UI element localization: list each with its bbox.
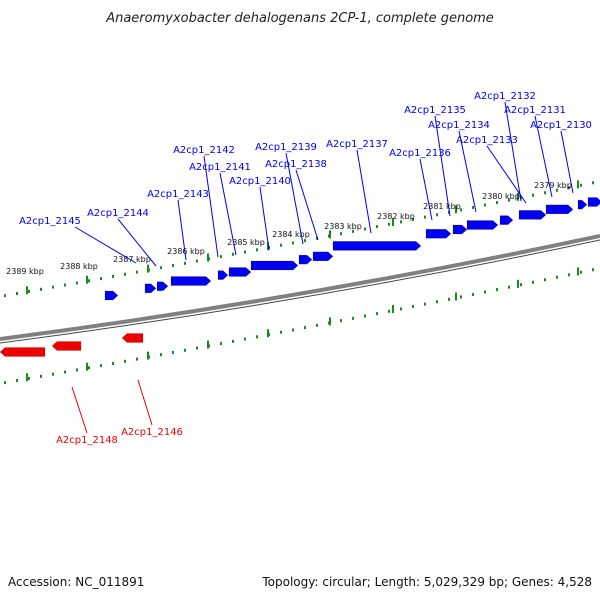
reverse-gene-arrow (51, 341, 82, 351)
scale-ticks: 2389 kbp 2388 kbp 2387 kbp 2386 kbp 2385 kbp… (4, 180, 594, 385)
backbone-shadow (0, 239, 600, 344)
forward-gene-leader (203, 155, 219, 258)
forward-gene-arrow (545, 204, 574, 215)
forward-gene-arrow (577, 199, 588, 210)
forward-gene-leader (177, 199, 187, 261)
gene-labels: A2cp1_2145 A2cp1_2144 A2cp1_2143 A2cp1_2142… (19, 91, 592, 446)
kbp-tick-label: 2385 kbp (227, 238, 265, 247)
genome-summary-text: Topology: circular; Length: 5,029,329 bp… (261, 575, 592, 589)
forward-gene-label: A2cp1_2134 (428, 120, 490, 131)
kbp-tick-label: 2379 kbp (534, 181, 572, 190)
forward-gene-leader (504, 101, 522, 202)
reverse-gene-leader (137, 379, 153, 426)
reverse-gene-leader (71, 386, 88, 434)
forward-gene-arrow (587, 197, 600, 207)
reverse-gene-arrow (0, 347, 46, 357)
forward-gene-arrow (217, 270, 229, 280)
kbp-tick-label: 2386 kbp (167, 247, 205, 256)
forward-gene-arrow (425, 229, 452, 239)
forward-gene-arrow (104, 290, 119, 301)
genome-backbone (0, 234, 600, 344)
forward-gene-label: A2cp1_2136 (389, 148, 451, 159)
kbp-tick-label: 2384 kbp (272, 230, 310, 239)
forward-gene-leader (356, 149, 372, 234)
gene-features (0, 197, 600, 357)
map-title: Anaeromyxobacter dehalogenans 2CP-1, com… (105, 11, 494, 26)
forward-gene-arrow (144, 283, 157, 294)
forward-gene-label: A2cp1_2130 (530, 120, 592, 131)
forward-gene-leader (560, 130, 574, 194)
forward-gene-label: A2cp1_2145 (19, 216, 81, 227)
kbp-tick-label: 2381 kbp (423, 202, 461, 211)
forward-gene-arrow (156, 281, 169, 292)
forward-gene-label: A2cp1_2137 (326, 139, 388, 150)
kbp-tick-label: 2383 kbp (324, 222, 362, 231)
forward-gene-leader (74, 226, 137, 264)
kbp-tick-label: 2389 kbp (6, 267, 44, 276)
forward-gene-label: A2cp1_2138 (265, 159, 327, 170)
forward-gene-label: A2cp1_2139 (255, 142, 317, 153)
forward-gene-leader (419, 158, 433, 221)
forward-gene-label: A2cp1_2141 (189, 162, 251, 173)
forward-gene-arrow (466, 220, 499, 230)
backbone-line (0, 234, 600, 341)
forward-gene-leader (117, 218, 157, 267)
forward-gene-label: A2cp1_2140 (229, 176, 291, 187)
forward-gene-arrow (499, 215, 514, 225)
accession-text: Accession: NC_011891 (8, 575, 144, 589)
forward-gene-arrow (312, 251, 334, 262)
forward-gene-leader (534, 115, 553, 198)
forward-gene-arrow (170, 276, 212, 286)
forward-gene-leader (285, 152, 304, 245)
forward-gene-label: A2cp1_2133 (456, 135, 518, 146)
forward-gene-label: A2cp1_2132 (474, 91, 536, 102)
forward-gene-leader (434, 115, 451, 217)
reverse-gene-label: A2cp1_2146 (121, 427, 183, 438)
forward-gene-leader (259, 186, 270, 251)
kbp-tick-label: 2387 kbp (113, 255, 151, 264)
forward-gene-arrow (228, 267, 252, 277)
forward-gene-arrow (518, 210, 547, 220)
forward-gene-label: A2cp1_2144 (87, 208, 149, 219)
forward-gene-leader (458, 130, 477, 213)
kbp-tick-label: 2388 kbp (60, 262, 98, 271)
forward-gene-arrow (250, 260, 299, 271)
reverse-gene-arrow (121, 333, 144, 343)
forward-gene-label: A2cp1_2143 (147, 189, 209, 200)
forward-gene-leader (295, 169, 319, 241)
forward-gene-arrow (298, 254, 313, 265)
forward-gene-label: A2cp1_2135 (404, 105, 466, 116)
forward-gene-label: A2cp1_2131 (504, 105, 566, 116)
kbp-tick-label: 2382 kbp (377, 212, 415, 221)
forward-gene-arrow (452, 224, 468, 235)
reverse-gene-label: A2cp1_2148 (56, 435, 118, 446)
forward-gene-arrow (332, 241, 422, 251)
forward-gene-leader (219, 172, 237, 256)
kbp-tick-label: 2380 kbp (482, 192, 520, 201)
forward-gene-label: A2cp1_2142 (173, 145, 235, 156)
